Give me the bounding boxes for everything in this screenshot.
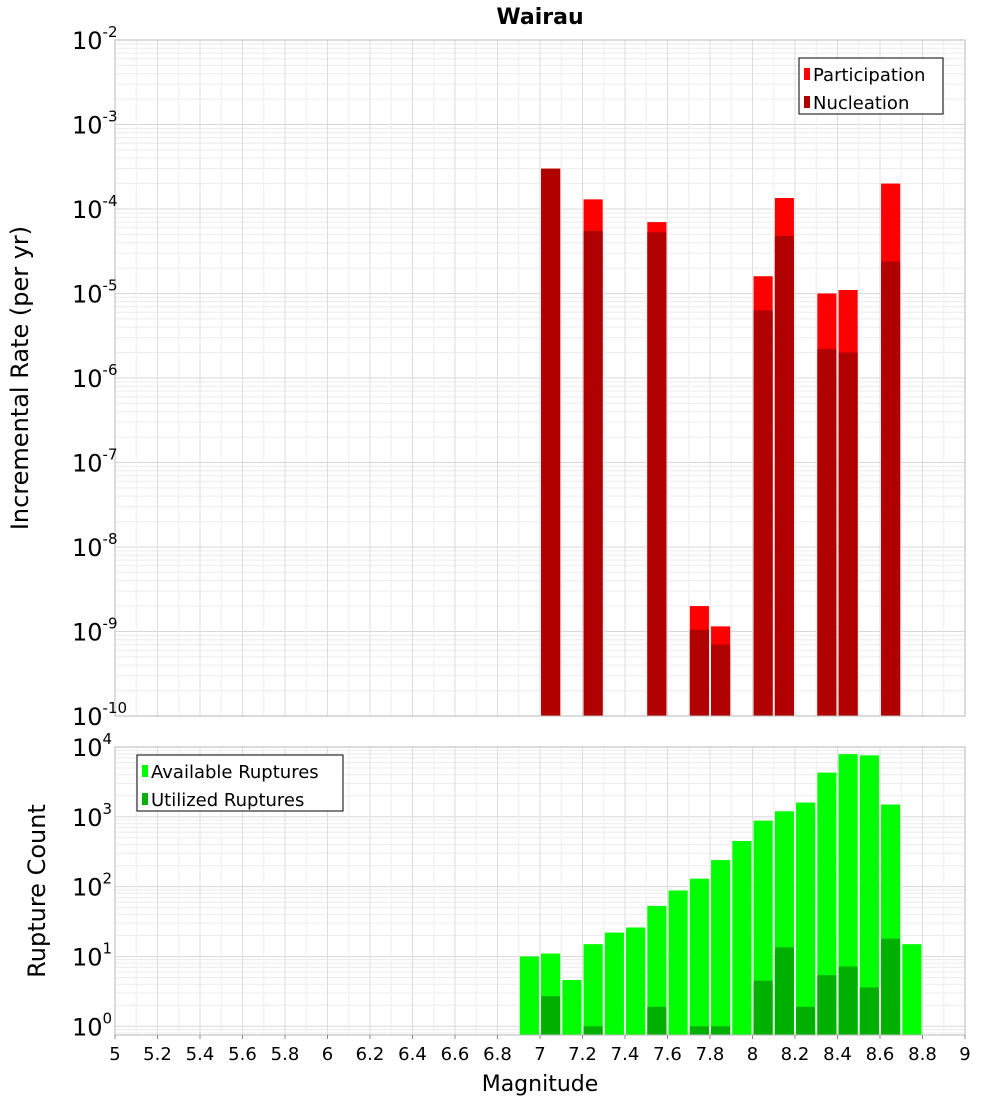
bar-utilized-ruptures: [711, 1026, 731, 1035]
y-tick-label: 10-10: [72, 699, 127, 731]
bar-nucleation: [689, 629, 709, 716]
bar-available-ruptures: [519, 956, 539, 1035]
x-tick-label: 8.2: [781, 1044, 810, 1065]
bar-nucleation: [817, 349, 837, 716]
y-tick-label: 10-7: [72, 446, 118, 478]
bar-nucleation: [711, 644, 731, 716]
x-tick-label: 8.6: [866, 1044, 895, 1065]
plot-frame: [114, 39, 966, 717]
legend-swatch: [142, 765, 148, 777]
bar-nucleation: [647, 232, 667, 716]
y-tick-label: 10-5: [72, 277, 118, 309]
bar-utilized-ruptures: [647, 1006, 667, 1035]
bar-nucleation: [753, 310, 773, 716]
bar-utilized-ruptures: [541, 996, 561, 1035]
bar-available-ruptures: [732, 841, 752, 1035]
bar-available-ruptures: [647, 905, 667, 1035]
bar-utilized-ruptures: [817, 975, 837, 1035]
bar-nucleation: [541, 168, 561, 717]
x-tick-label: 7.4: [611, 1044, 640, 1065]
y-tick-label: 102: [72, 870, 112, 902]
legend-swatch: [804, 68, 810, 80]
bar-available-ruptures: [859, 755, 879, 1035]
legend-swatch: [804, 96, 810, 108]
y-tick-label: 10-3: [72, 108, 118, 140]
x-tick-label: 8.8: [908, 1044, 937, 1065]
x-tick-label: 5: [109, 1044, 120, 1065]
bar-utilized-ruptures: [796, 1006, 816, 1035]
x-tick-label: 5.8: [271, 1044, 300, 1065]
x-axis-label: Magnitude: [482, 1072, 599, 1097]
bar-available-ruptures: [562, 980, 582, 1035]
x-tick-label: 7.8: [696, 1044, 725, 1065]
bar-available-ruptures: [796, 802, 816, 1035]
chart-title: Wairau: [496, 5, 583, 30]
legend-box: [136, 754, 344, 812]
legend-entry: Utilized Ruptures: [151, 790, 304, 811]
bar-available-ruptures: [902, 944, 922, 1035]
bar-utilized-ruptures: [753, 980, 773, 1035]
bar-available-ruptures: [838, 754, 858, 1035]
x-tick-label: 6.6: [441, 1044, 470, 1065]
y-tick-labels: 100 101 102 103 104: [72, 730, 112, 1041]
x-tick-label: 7: [534, 1044, 545, 1065]
bar-available-ruptures: [604, 932, 624, 1035]
bar-nucleation: [774, 235, 794, 716]
bar-utilized-ruptures: [838, 966, 858, 1035]
x-tick-label: 7.2: [568, 1044, 597, 1065]
bar-available-ruptures: [711, 860, 731, 1035]
legend: Available Ruptures Utilized Ruptures: [136, 754, 344, 812]
grid: [114, 40, 966, 717]
legend-entry: Nucleation: [813, 93, 909, 114]
bar-utilized-ruptures: [881, 938, 901, 1035]
x-tick-label: 7.6: [653, 1044, 682, 1065]
chart-panel-0: 10-10 10-9 10-8 10-7 10-6 10-5 10-4 10-3 10-2 Wai…: [6, 5, 966, 731]
y-tick-labels: 10-10 10-9 10-8 10-7 10-6 10-5 10-4 10-3 10-2: [72, 23, 127, 731]
x-tick-label: 6.2: [356, 1044, 385, 1065]
x-tick-label: 8.4: [823, 1044, 852, 1065]
x-tick-label: 5.6: [228, 1044, 257, 1065]
y-axis-label: Incremental Rate (per yr): [6, 226, 34, 530]
bar-utilized-ruptures: [774, 947, 794, 1035]
bars: [541, 168, 901, 717]
bar-utilized-ruptures: [583, 1026, 603, 1035]
bar-nucleation: [838, 352, 858, 716]
y-tick-label: 101: [72, 939, 112, 971]
bar-available-ruptures: [583, 944, 603, 1035]
chart-panel-1: 100 101 102 103 104 5 5.2 5.4 5.6 5.8 6 6.2 6.4 6.6 6.…: [23, 730, 971, 1097]
bar-nucleation: [583, 230, 603, 717]
legend-entry: Participation: [813, 65, 925, 86]
x-tick-label: 5.2: [143, 1044, 172, 1065]
legend-box: [798, 57, 944, 115]
y-tick-label: 100: [72, 1009, 112, 1041]
y-tick-label: 10-9: [72, 615, 118, 647]
y-tick-label: 104: [72, 730, 112, 762]
x-tick-label: 6.8: [483, 1044, 512, 1065]
y-tick-label: 103: [72, 800, 112, 832]
x-tick-label: 6: [322, 1044, 333, 1065]
y-tick-label: 10-8: [72, 530, 118, 562]
x-tick-label: 6.4: [398, 1044, 427, 1065]
y-tick-label: 10-2: [72, 23, 118, 55]
x-tick-label: 5.4: [186, 1044, 215, 1065]
bar-utilized-ruptures: [859, 987, 879, 1035]
bar-available-ruptures: [817, 772, 837, 1035]
y-tick-label: 10-6: [72, 361, 118, 393]
bar-available-ruptures: [668, 890, 688, 1035]
x-tick-labels: 5 5.2 5.4 5.6 5.8 6 6.2 6.4 6.6 6.8 7 7.2 7.4 7.6 7.8 8…: [109, 1035, 971, 1065]
y-tick-label: 10-4: [72, 192, 118, 224]
x-tick-label: 9: [959, 1044, 970, 1065]
legend-entry: Available Ruptures: [151, 762, 319, 783]
bar-nucleation: [881, 261, 901, 716]
bars: [519, 754, 922, 1035]
bar-available-ruptures: [689, 878, 709, 1035]
legend-swatch: [142, 793, 148, 805]
y-axis-label: Rupture Count: [23, 804, 51, 978]
bar-utilized-ruptures: [689, 1026, 709, 1035]
x-tick-label: 8: [747, 1044, 758, 1065]
bar-available-ruptures: [626, 927, 646, 1035]
legend: Participation Nucleation: [798, 57, 944, 115]
